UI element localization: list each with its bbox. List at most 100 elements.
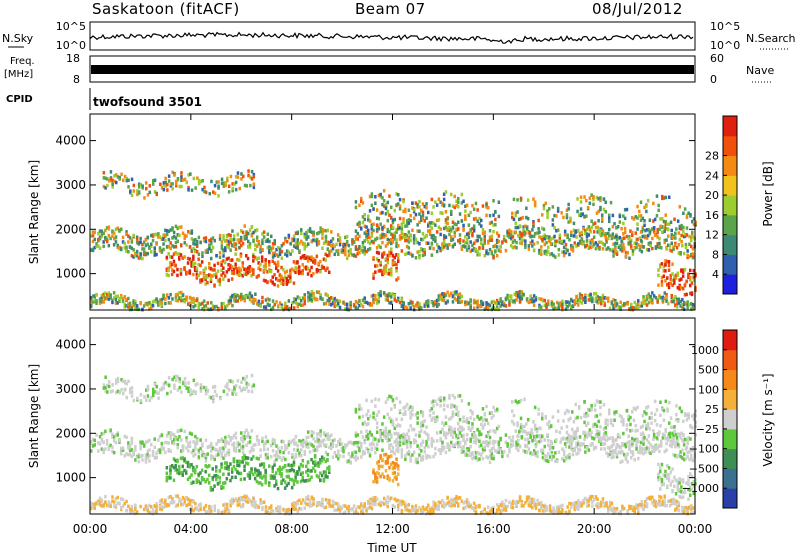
scatter-cell	[188, 463, 192, 467]
scatter-cell	[132, 303, 135, 308]
scatter-cell	[450, 227, 453, 232]
scatter-cell	[137, 459, 141, 464]
scatter-cell	[510, 439, 513, 443]
scatter-cell	[652, 226, 656, 230]
scatter-cell	[172, 437, 176, 442]
scatter-cell	[504, 297, 508, 302]
scatter-cell	[178, 469, 181, 473]
scatter-cell	[324, 301, 328, 306]
scatter-cell	[257, 442, 261, 446]
scatter-cell	[540, 252, 543, 256]
scatter-cell	[166, 382, 169, 386]
scatter-cell	[231, 303, 234, 308]
scatter-cell	[331, 441, 335, 446]
scatter-cell	[678, 224, 682, 229]
scatter-cell	[328, 240, 331, 245]
scatter-cell	[488, 247, 492, 252]
scatter-cell	[266, 456, 269, 460]
scatter-cell	[651, 298, 654, 302]
scatter-cell	[520, 292, 524, 297]
scatter-cell	[238, 246, 241, 250]
scatter-cell	[483, 230, 486, 235]
scatter-cell	[442, 203, 446, 207]
scatter-cell	[690, 307, 693, 311]
scatter-cell	[185, 446, 188, 450]
scatter-cell	[284, 307, 287, 311]
scatter-cell	[129, 387, 132, 391]
scatter-cell	[472, 455, 476, 460]
scatter-cell	[282, 282, 285, 286]
scatter-cell	[393, 217, 396, 222]
scatter-cell	[370, 234, 374, 238]
scatter-cell	[442, 226, 446, 231]
scatter-cell	[215, 442, 218, 446]
scatter-cell	[368, 432, 372, 436]
scatter-cell	[107, 445, 111, 450]
scatter-cell	[169, 264, 172, 269]
scatter-cell	[158, 246, 162, 250]
scatter-cell	[176, 267, 179, 272]
scatter-cell	[435, 439, 439, 443]
scatter-cell	[238, 266, 241, 271]
scatter-cell	[451, 225, 455, 230]
scatter-cell	[423, 235, 426, 239]
scatter-cell	[324, 229, 328, 233]
scatter-cell	[614, 301, 617, 305]
scatter-cell	[478, 222, 481, 226]
scatter-cell	[307, 442, 310, 447]
scatter-cell	[623, 208, 627, 212]
scatter-cell	[368, 442, 372, 447]
scatter-cell	[531, 439, 534, 443]
scatter-cell	[169, 476, 172, 480]
scatter-cell	[453, 230, 456, 235]
scatter-cell	[689, 283, 692, 288]
scatter-cell	[655, 214, 659, 218]
scatter-cell	[280, 256, 284, 260]
scatter-cell	[421, 454, 425, 459]
scatter-cell	[523, 233, 526, 237]
scatter-cell	[476, 219, 479, 223]
scatter-cell	[312, 271, 315, 276]
scatter-cell	[402, 441, 405, 445]
scatter-cell	[174, 465, 177, 469]
scatter-cell	[167, 296, 171, 300]
scatter-cell	[215, 448, 218, 452]
scatter-cell	[190, 300, 194, 304]
scatter-cell	[677, 444, 681, 449]
scatter-cell	[388, 443, 391, 447]
scatter-cell	[474, 216, 478, 221]
scatter-cell	[546, 212, 549, 216]
scatter-cell	[499, 297, 502, 301]
scatter-cell	[622, 247, 626, 251]
scatter-cell	[211, 455, 215, 459]
scatter-cell	[404, 238, 407, 243]
scatter-cell	[435, 249, 439, 254]
scatter-cell	[518, 289, 522, 294]
scatter-cell	[199, 446, 202, 451]
scatter-cell	[145, 388, 148, 392]
scatter-cell	[338, 442, 342, 446]
scatter-cell	[266, 270, 269, 274]
scatter-cell	[259, 304, 262, 308]
scatter-cell	[175, 183, 178, 188]
scatter-cell	[310, 469, 313, 473]
scatter-cell	[107, 384, 111, 389]
scatter-cell	[134, 254, 137, 258]
scatter-cell	[442, 192, 446, 196]
scatter-cell	[462, 239, 465, 243]
scatter-cell	[390, 301, 393, 305]
scatter-cell	[303, 247, 306, 251]
noise-panel-frame	[89, 21, 696, 51]
scatter-cell	[404, 305, 407, 309]
scatter-cell	[135, 235, 139, 239]
scatter-cell	[453, 291, 456, 296]
scatter-cell	[597, 226, 600, 231]
scatter-cell	[289, 306, 292, 311]
scatter-cell	[691, 458, 695, 463]
scatter-cell	[481, 450, 485, 454]
scatter-cell	[501, 454, 504, 458]
scatter-cell	[474, 201, 478, 206]
scatter-cell	[555, 306, 559, 311]
scatter-cell	[250, 470, 253, 475]
scatter-cell	[285, 279, 289, 283]
